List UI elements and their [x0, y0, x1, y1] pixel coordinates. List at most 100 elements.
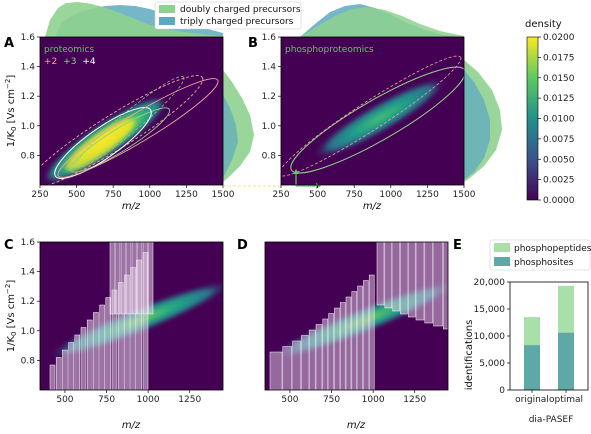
isolation-window — [415, 242, 425, 321]
panel-a-ytick-label: 1.6 — [21, 33, 36, 43]
isolation-window — [315, 324, 323, 390]
panel-a-xtick-label: 750 — [105, 190, 122, 200]
isolation-window — [339, 302, 346, 390]
panel-a-ytick-label: 1.4 — [21, 63, 36, 73]
panel-c-xtick-label: 1250 — [178, 395, 201, 405]
panel-a-density-core — [65, 119, 135, 171]
isolation-window — [86, 319, 93, 390]
isolation-window — [407, 242, 416, 318]
isolation-window — [148, 242, 154, 315]
isolation-window — [351, 291, 358, 390]
panel-b-xtick-label: 750 — [346, 190, 363, 200]
panel-b-ytick-label: 1.0 — [262, 122, 277, 132]
panel-b-xtick-label: 250 — [272, 190, 289, 200]
colorbar-tick-label: 0.0150 — [543, 74, 575, 84]
isolation-window — [105, 297, 112, 390]
colorbar-tick-label: 0.0050 — [543, 155, 575, 165]
panel-b-xtick-label: 1250 — [416, 190, 439, 200]
hist-b-right-triply — [464, 70, 490, 180]
colorbar-label: density — [525, 19, 562, 30]
isolation-window — [49, 364, 56, 390]
isolation-window — [80, 327, 87, 390]
isolation-window — [55, 357, 62, 390]
panel-a-axes: 250 500 750 1000 1250 1500 0.8 1.0 1.2 1.4 1.6 — [21, 33, 235, 200]
isolation-window — [292, 340, 301, 390]
panel-b-ytick-label: 1.6 — [262, 33, 277, 43]
panel-e-xtick-label: optimal — [549, 395, 583, 405]
panel-d-xtick-label: 1250 — [403, 395, 426, 405]
panel-a: A proteomics +2 +3 +4 250 500 750 1000 1250 1… — [4, 33, 235, 200]
legend-swatch-triply — [159, 17, 175, 25]
isolation-window — [328, 313, 334, 390]
isolation-window — [368, 274, 375, 390]
panel-b-inset-title: phosphoproteomics — [285, 45, 374, 55]
panel-c-ytick-label: 1.4 — [21, 268, 36, 278]
panel-c-xtick-label: 500 — [56, 395, 73, 405]
panel-e-legend: phosphopeptides phosphosites — [489, 239, 591, 271]
isolation-window — [269, 351, 283, 390]
panel-e-ylabel: identifications — [464, 320, 475, 391]
panel-e-xtick-label: original — [515, 395, 549, 405]
panel-a-ytick-label: 1.2 — [21, 92, 35, 102]
panel-letter-d: D — [237, 238, 248, 253]
isolation-window — [384, 242, 393, 309]
panel-e-xlabel: dia-PASEF — [529, 415, 574, 425]
panel-e-ytick-label: 10,000 — [474, 332, 506, 342]
panel-e-ytick-label: 15,000 — [474, 305, 506, 315]
panel-c-isolation-windows — [49, 242, 154, 390]
isolation-window — [68, 342, 74, 390]
isolation-window — [142, 242, 148, 315]
colorbar-tick-label: 0.0000 — [543, 196, 575, 206]
charge-label-plus2: +2 — [44, 57, 57, 67]
colorbar-tick-label: 0.0075 — [543, 135, 575, 145]
bar-phosphosites-optimal — [558, 332, 574, 390]
panel-a-xlabel: m/z — [122, 201, 141, 212]
panel-a-contour-plus3 — [70, 107, 170, 173]
isolation-window — [424, 242, 434, 324]
isolation-window — [357, 285, 363, 390]
colorbar-ticks: 0.0200 0.0175 0.0150 0.0125 0.0100 0.0075 0.00… — [538, 33, 575, 206]
colorbar-tick-label: 0.0175 — [543, 53, 575, 63]
isolation-window — [120, 242, 126, 315]
isolation-window — [131, 242, 137, 315]
isolation-window — [433, 242, 443, 327]
panel-letter-c: C — [4, 238, 14, 253]
panel-d-xlabel: m/z — [347, 420, 366, 431]
panel-e-bars — [524, 285, 574, 390]
panel-e-ytick-label: 5,000 — [479, 359, 505, 369]
legend-label-triply: triply charged precursors — [180, 17, 294, 27]
panel-letter-a: A — [4, 36, 14, 51]
isolation-window — [115, 242, 121, 315]
isolation-window — [126, 242, 132, 315]
panel-b-density — [312, 77, 448, 159]
panel-a-xtick-label: 250 — [31, 190, 48, 200]
isolation-window — [74, 334, 81, 390]
panel-b-xtick-label: 1000 — [379, 190, 402, 200]
isolation-window — [392, 242, 400, 312]
isolation-window — [99, 304, 105, 390]
legend-label-phosphosites: phosphosites — [514, 258, 574, 268]
panel-d-axes: 500 750 1000 1250 — [281, 390, 426, 405]
panel-c: C 500 750 1000 1250 0.8 1.0 1.2 1.4 1.6 — [4, 238, 224, 405]
panel-letter-b: B — [248, 36, 258, 51]
panel-d-isolation-windows — [269, 242, 448, 390]
panel-a-charge-labels: +2 +3 +4 — [44, 57, 96, 67]
panel-b-ytick-label: 0.8 — [262, 151, 277, 161]
isolation-window — [400, 242, 408, 315]
legend-label-doubly: doubly charged precursors — [180, 5, 301, 15]
panel-a-ytick-label: 0.8 — [21, 151, 36, 161]
panel-b-axes: 250 500 750 1000 1250 1500 0.8 1.0 1.2 1.4 1.6 — [262, 33, 476, 200]
colorbar-tick-label: 0.0100 — [543, 115, 575, 125]
panel-b: B phosphoproteomics 250 500 750 1000 1250 150… — [248, 33, 476, 200]
panel-c-axes: 500 750 1000 1250 0.8 1.0 1.2 1.4 1.6 — [21, 238, 202, 405]
colorbar-tick-label: 0.0125 — [543, 94, 575, 104]
isolation-window — [117, 282, 124, 390]
panel-c-ytick-label: 1.0 — [21, 327, 36, 337]
isolation-window — [308, 329, 316, 390]
panel-b-contour-outer — [290, 66, 464, 174]
panel-b-contour-dashed — [281, 55, 462, 177]
panel-d: D 500 750 1000 1250 — [237, 238, 449, 405]
panel-b-ytick-label: 1.2 — [262, 92, 276, 102]
panel-a-xtick-label: 1500 — [212, 190, 235, 200]
